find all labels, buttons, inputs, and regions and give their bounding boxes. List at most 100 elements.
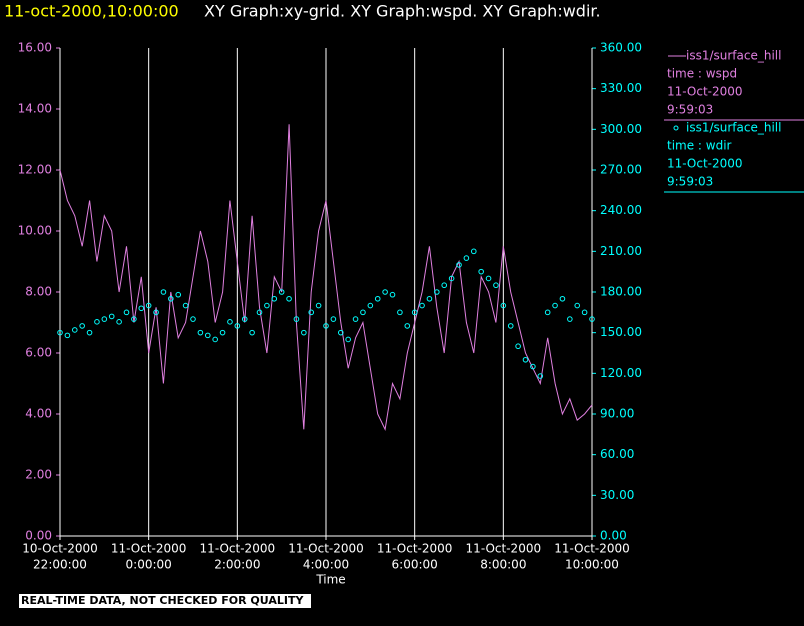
wdir-point [160, 289, 167, 295]
wdir-point [131, 316, 137, 322]
y-tick-label: 6.00 [25, 346, 52, 360]
y2-tick-label: 360.00 [600, 41, 642, 55]
wdir-point [219, 329, 226, 336]
x-tick-label: 11-Oct-2000 [288, 542, 364, 556]
wdir-point [182, 302, 189, 309]
wdir-point [86, 329, 93, 336]
x-tick-label: 11-Oct-2000 [466, 542, 542, 556]
wdir-point [197, 329, 204, 336]
y2-tick-label: 210.00 [600, 244, 642, 258]
y2-tick-label: 60.00 [600, 447, 634, 461]
wdir-point [448, 275, 455, 282]
wdir-point [345, 336, 351, 343]
wdir-point [530, 363, 536, 370]
wdir-point [411, 309, 418, 316]
legend-name: iss1/surface_hill [686, 49, 781, 63]
wspd-line [59, 124, 593, 431]
note-box [19, 594, 311, 608]
wdir-point [330, 316, 337, 322]
chart-subtitle: XY Graph:xy-grid. XY Graph:wspd. XY Grap… [204, 2, 601, 21]
wdir-point [264, 302, 270, 309]
wdir-point [374, 295, 381, 302]
wdir-point [212, 336, 218, 343]
y-tick-label: 0.00 [25, 529, 52, 543]
wdir-point [337, 329, 344, 336]
wdir-point [101, 316, 108, 322]
wdir-point [301, 329, 307, 336]
legend-detail: time : wspd [667, 67, 737, 81]
y-tick-label: 16.00 [18, 41, 52, 55]
y2-tick-label: 120.00 [600, 366, 642, 380]
wdir-point [470, 248, 477, 255]
wdir-point [153, 309, 159, 316]
wdir-point [256, 309, 263, 316]
wdir-point [463, 255, 470, 261]
x-tick-label: 10:00:00 [565, 558, 619, 572]
y2-tick-label: 270.00 [600, 163, 642, 177]
legend-symbol [673, 125, 679, 131]
wdir-point [227, 319, 233, 325]
wdir-point [493, 282, 499, 289]
wdir-point [360, 309, 366, 316]
legend-detail: time : wdir [667, 139, 732, 153]
wdir-point [500, 302, 507, 309]
x-tick-label: 10-Oct-2000 [22, 542, 98, 556]
y2-tick-label: 180.00 [600, 285, 642, 299]
wdir-point [79, 323, 85, 329]
wdir-point [567, 316, 573, 322]
wdir-point [389, 291, 396, 298]
wdir-point [537, 373, 544, 379]
wdir-point [485, 275, 492, 282]
wdir-point [581, 309, 588, 316]
y2-tick-label: 150.00 [600, 325, 642, 339]
wdir-point [241, 316, 248, 322]
quality-note: REAL-TIME DATA, NOT CHECKED FOR QUALITY [21, 594, 304, 607]
wdir-point [441, 282, 448, 289]
wdir-point [308, 309, 315, 316]
wdir-point [94, 319, 100, 325]
wdir-point [456, 262, 462, 268]
wdir-point [478, 268, 484, 275]
wdir-point [175, 291, 182, 298]
wdir-point [552, 302, 558, 309]
wdir-point [138, 305, 145, 312]
wdir-point [515, 343, 521, 350]
y2-tick-label: 90.00 [600, 407, 634, 421]
wdir-point [234, 323, 241, 329]
y2-tick-label: 240.00 [600, 203, 642, 217]
y2-tick-label: 0.00 [600, 529, 627, 543]
wdir-point [507, 323, 514, 329]
wdir-point [116, 319, 122, 325]
wdir-point [204, 332, 211, 339]
y2-tick-label: 300.00 [600, 122, 642, 136]
legend-detail: 11-Oct-2000 [667, 85, 743, 99]
wdir-point [168, 295, 174, 302]
wdir-point [190, 316, 196, 322]
wdir-point [108, 313, 115, 320]
wdir-point [522, 356, 529, 363]
legend-detail: 11-Oct-2000 [667, 157, 743, 171]
wdir-point [589, 316, 595, 322]
x-tick-label: 11-Oct-2000 [200, 542, 276, 556]
legend-name: iss1/surface_hill [686, 121, 781, 135]
wdir-point [71, 327, 78, 333]
wdir-point [278, 289, 285, 295]
x-tick-label: 8:00:00 [480, 558, 526, 572]
x-tick-label: 11-Oct-2000 [111, 542, 187, 556]
legend-detail: 9:59:03 [667, 175, 713, 189]
wdir-point [57, 329, 63, 336]
x-tick-label: 11-Oct-2000 [377, 542, 453, 556]
wdir-point [64, 332, 71, 339]
chart-title: 11-oct-2000,10:00:00 [4, 2, 179, 21]
x-tick-label: 0:00:00 [126, 558, 172, 572]
wdir-point [367, 302, 374, 309]
wdir-point [397, 309, 403, 316]
wdir-point [419, 302, 425, 309]
wdir-point [574, 302, 581, 309]
y-tick-label: 2.00 [25, 468, 52, 482]
wdir-point [145, 302, 152, 309]
wdir-point [559, 295, 566, 302]
wdir-point [249, 329, 255, 336]
y-tick-label: 12.00 [18, 163, 52, 177]
